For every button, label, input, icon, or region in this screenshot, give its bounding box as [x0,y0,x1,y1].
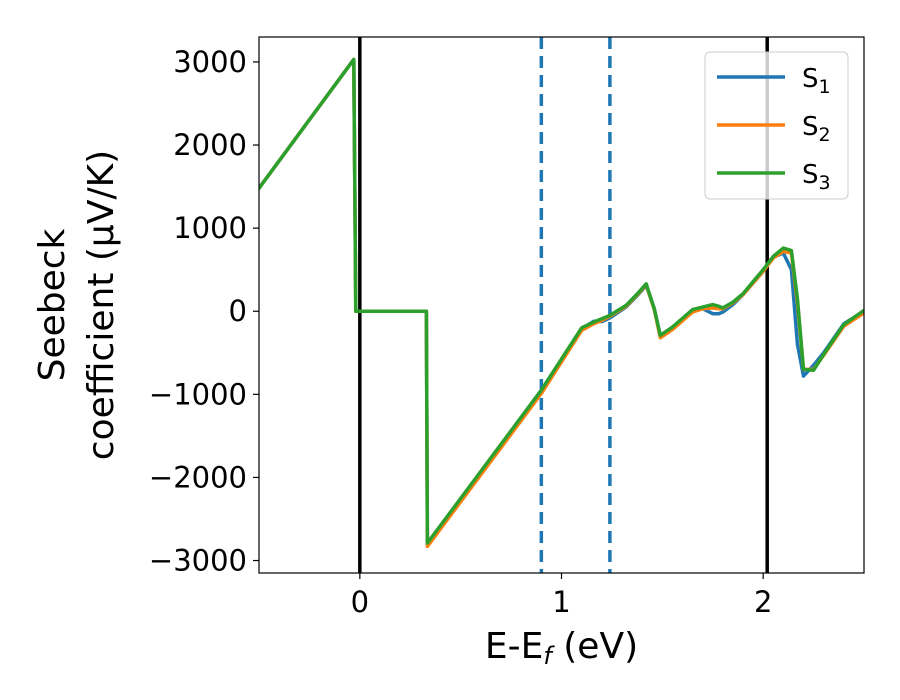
x-tick-label: 1 [552,585,570,619]
x-tick-label: 2 [754,585,772,619]
y-axis-label-line1: Seebeck [32,228,73,381]
series-line-3 [259,57,864,545]
x-axis-label-unit: (eV) [552,626,638,667]
y-tick-label: −1000 [149,377,247,411]
legend-label-3: S3 [802,160,831,194]
ticks: 0 1 2 −3000 −2000 −1000 0 1000 2000 3000 [149,45,773,619]
y-tick-label: −3000 [149,544,247,578]
legend-label-2: S2 [802,112,831,146]
x-tick-label: 0 [351,585,369,619]
y-tick-label: 1000 [173,211,247,245]
y-tick-label: 0 [229,294,247,328]
y-tick-label: 2000 [173,128,247,162]
legend-label-1: S1 [802,64,831,98]
legend: S1 S2 S3 [704,51,849,200]
y-axis-label-line2: coefficient (μV/K) [81,150,122,460]
y-tick-label: −2000 [149,460,247,494]
y-tick-label: 3000 [173,45,247,79]
x-axis-label-main: E-E [485,626,543,667]
x-axis-label: E-Ef (eV) [485,626,638,670]
